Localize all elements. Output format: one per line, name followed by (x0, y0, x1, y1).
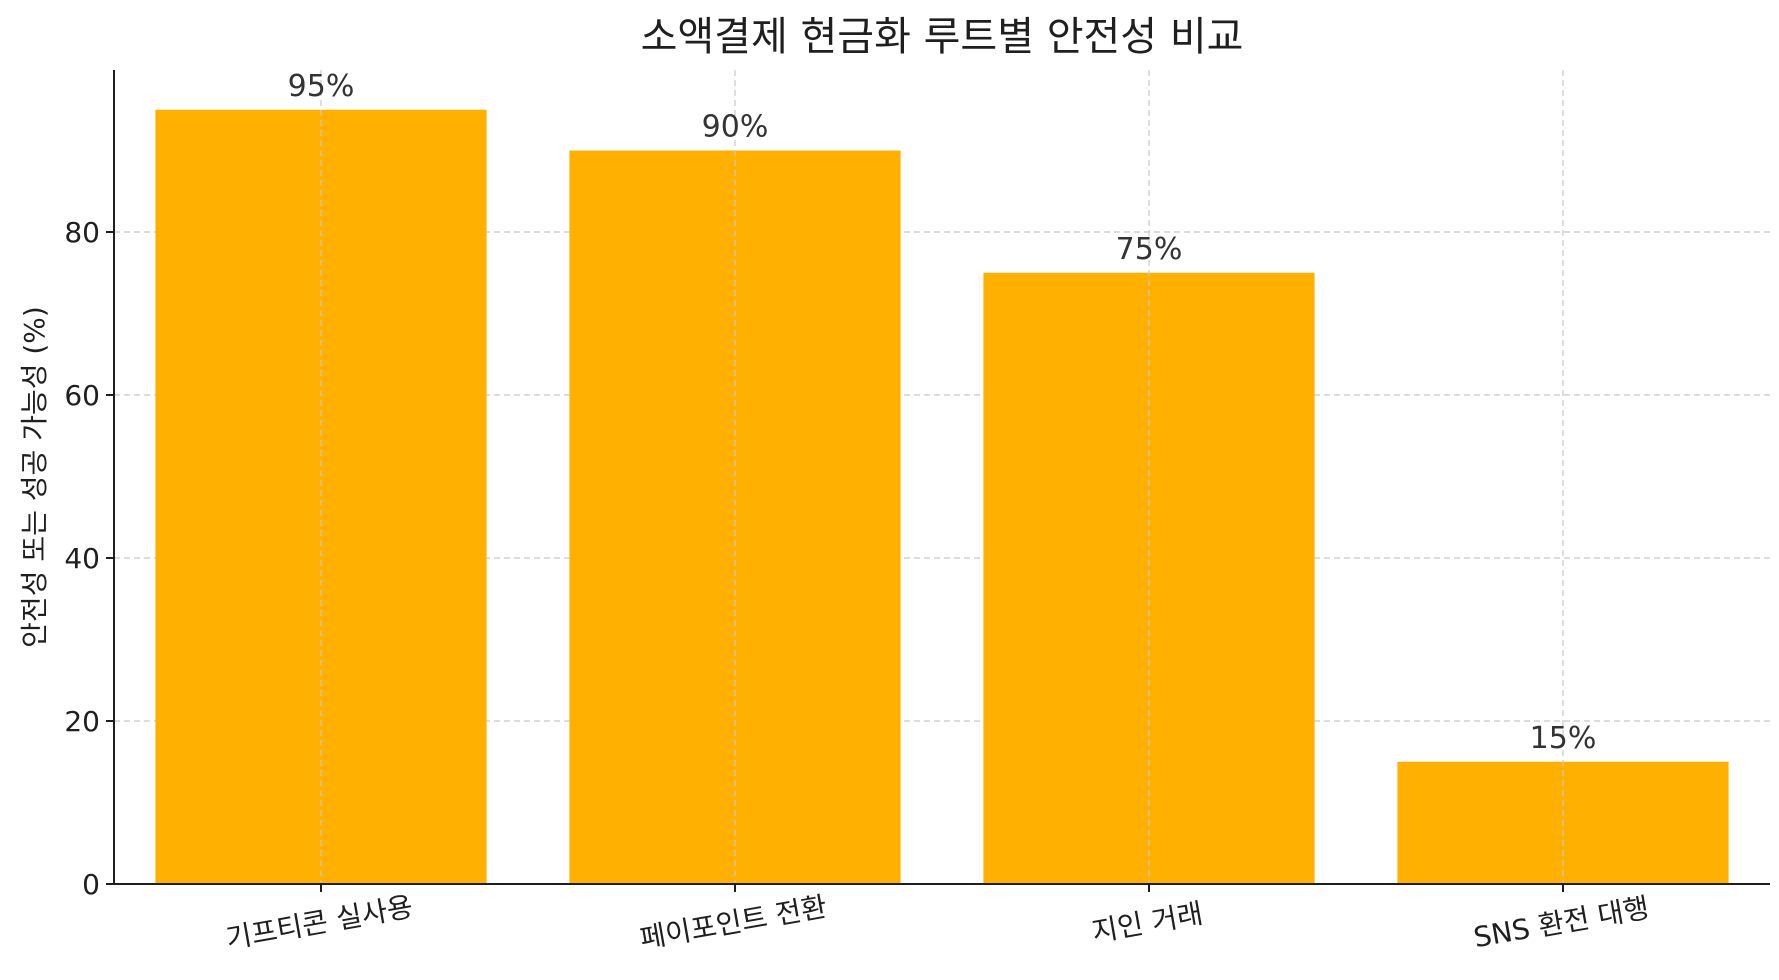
y-tick-label: 0 (82, 868, 100, 901)
x-tick-label: 기프티콘 실사용 (223, 890, 415, 955)
y-axis-label: 안전성 또는 성공 가능성 (%) (18, 306, 51, 648)
y-tick-label: 20 (64, 705, 100, 738)
data-label: 95% (288, 69, 355, 104)
x-tick-label: SNS 환전 대행 (1471, 891, 1651, 954)
y-tick-label: 40 (64, 542, 100, 575)
data-label: 75% (1116, 232, 1183, 267)
chart-title: 소액결제 현금화 루트별 안전성 비교 (641, 14, 1244, 60)
y-tick-label: 80 (64, 216, 100, 249)
data-label: 15% (1530, 721, 1597, 756)
axes (113, 70, 1770, 885)
data-label: 90% (702, 110, 769, 145)
x-tick-label: 페이포인트 전환 (637, 890, 829, 955)
y-tick-label: 60 (64, 379, 100, 412)
bars (155, 70, 1729, 884)
x-tick-label: 지인 거래 (1089, 897, 1205, 949)
